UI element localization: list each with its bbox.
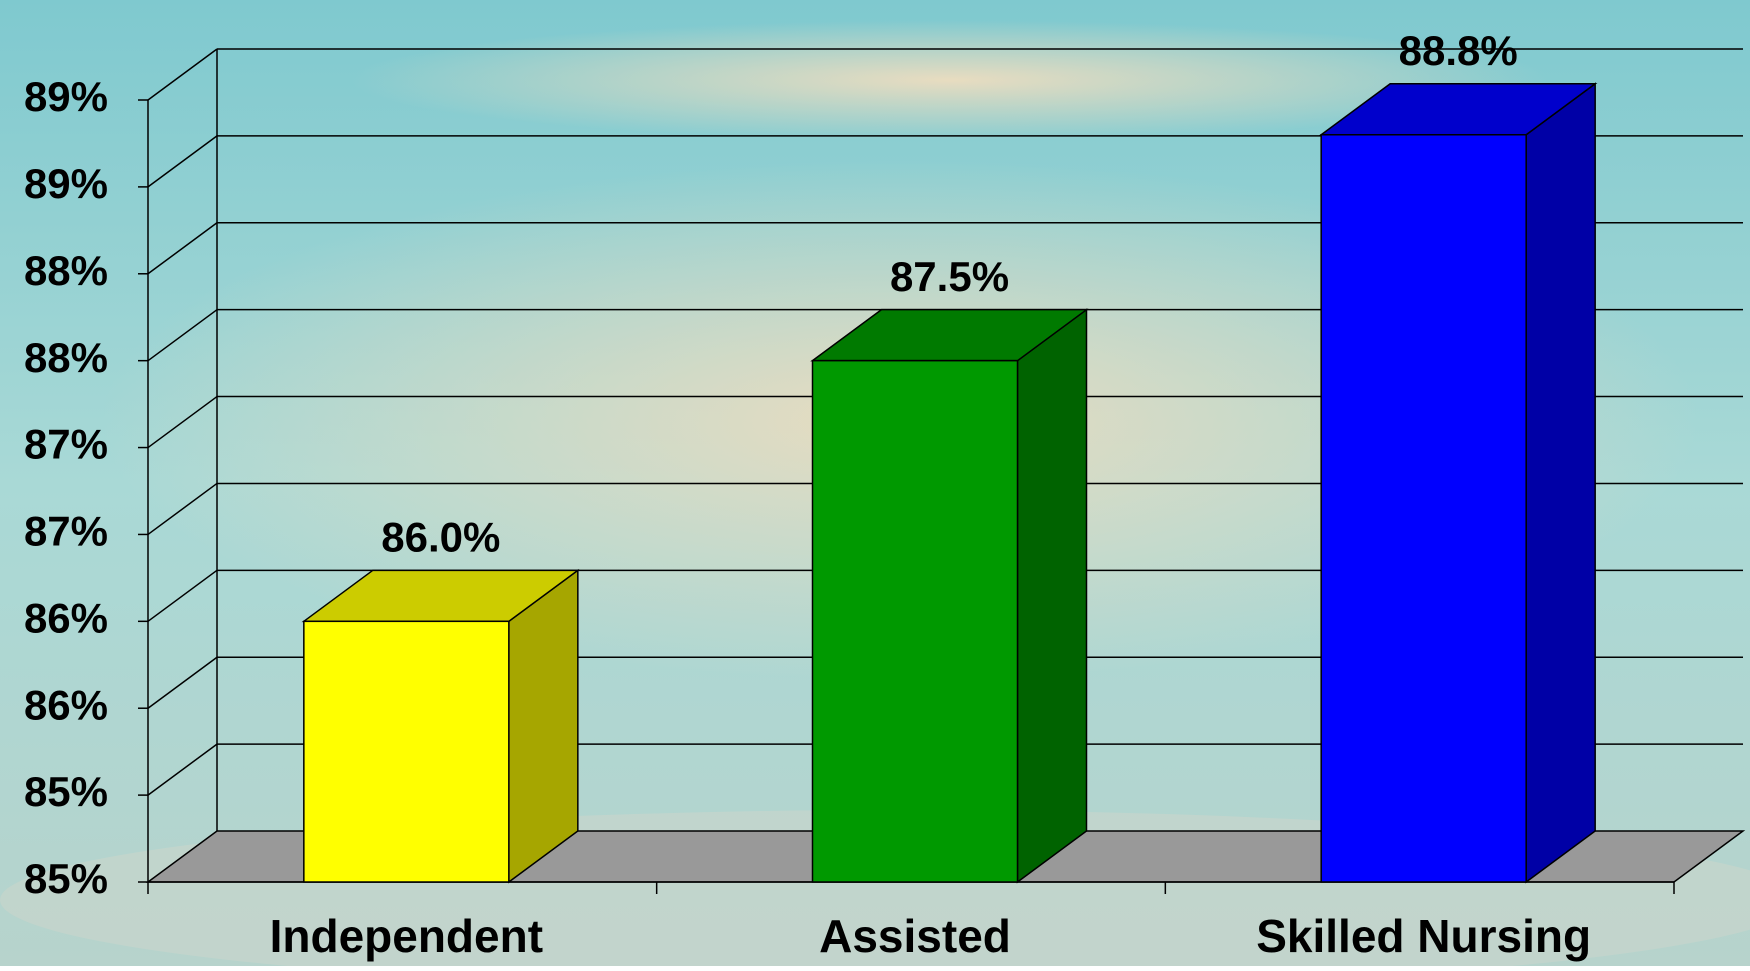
y-tick-label: 85% bbox=[24, 855, 108, 902]
bar bbox=[813, 361, 1018, 882]
x-tick-label: Independent bbox=[270, 910, 543, 962]
y-tick-label: 89% bbox=[24, 73, 108, 120]
bar-side bbox=[1018, 310, 1087, 882]
value-label: 86.0% bbox=[381, 513, 500, 560]
bar-side bbox=[509, 570, 578, 882]
y-tick-label: 85% bbox=[24, 768, 108, 815]
x-tick-label: Assisted bbox=[819, 910, 1011, 962]
y-tick-label: 89% bbox=[24, 160, 108, 207]
y-tick-label: 86% bbox=[24, 681, 108, 728]
y-tick-label: 88% bbox=[24, 334, 108, 381]
bar bbox=[1321, 135, 1526, 882]
y-tick-label: 87% bbox=[24, 421, 108, 468]
y-tick-label: 87% bbox=[24, 508, 108, 555]
y-tick-label: 86% bbox=[24, 594, 108, 641]
y-tick-label: 88% bbox=[24, 247, 108, 294]
value-label: 88.8% bbox=[1399, 27, 1518, 74]
x-tick-label: Skilled Nursing bbox=[1256, 910, 1591, 962]
page: 85% 85% 86% 86% 87% 87% 88% 88% 89% 89% Independen… bbox=[0, 0, 1750, 966]
value-label: 87.5% bbox=[890, 253, 1009, 300]
bar bbox=[304, 621, 509, 882]
chart: 85% 85% 86% 86% 87% 87% 88% 88% 89% 89% Independen… bbox=[0, 0, 1750, 966]
bar-side bbox=[1526, 84, 1595, 882]
